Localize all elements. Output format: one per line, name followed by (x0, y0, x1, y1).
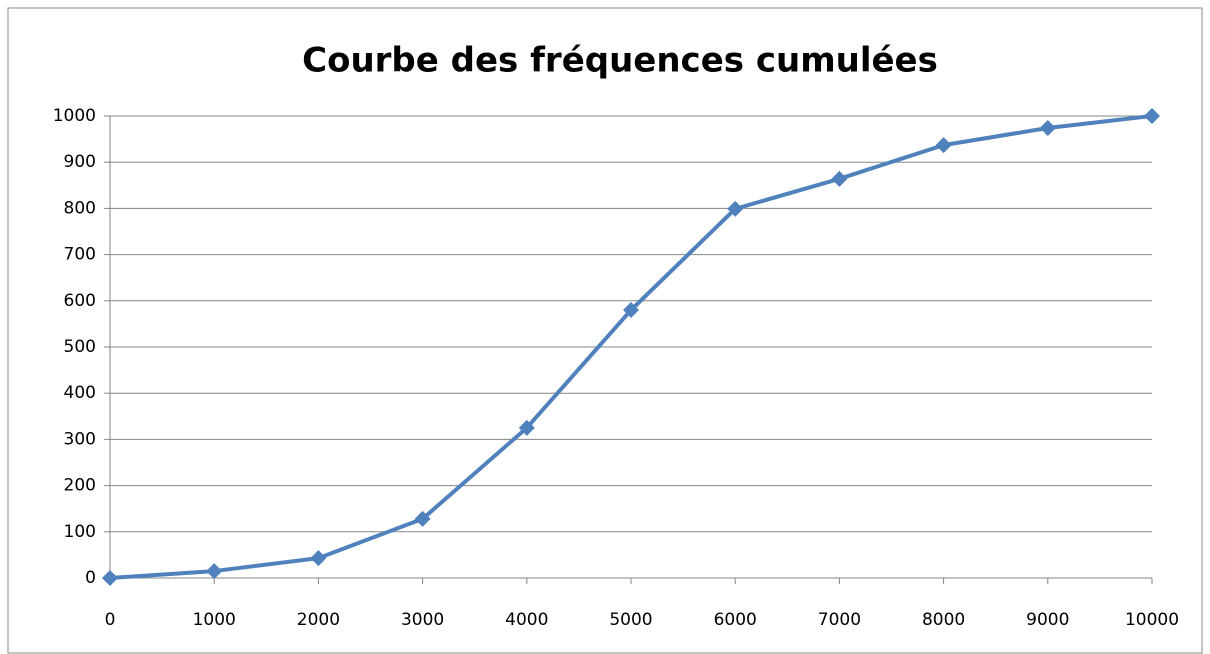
x-tick-label: 9000 (1026, 610, 1069, 630)
y-tick-label: 300 (64, 429, 96, 449)
point-marker (831, 170, 848, 187)
point-marker (414, 510, 431, 527)
x-tick-label: 4000 (505, 610, 548, 630)
x-tick-label: 6000 (714, 610, 757, 630)
y-tick-label: 200 (64, 476, 96, 496)
y-tick-label: 400 (64, 383, 96, 403)
x-tick-label: 7000 (818, 610, 861, 630)
x-tick-label: 1000 (193, 610, 236, 630)
y-tick-label: 700 (64, 245, 96, 265)
point-marker (310, 550, 327, 567)
x-tick-label: 5000 (609, 610, 652, 630)
y-tick-label: 1000 (53, 106, 96, 126)
point-marker (935, 137, 952, 154)
chart-title: Courbe des fréquences cumulées (302, 41, 938, 81)
x-tick-label: 2000 (297, 610, 340, 630)
x-tick-label: 8000 (922, 610, 965, 630)
y-tick-label: 500 (64, 337, 96, 357)
point-marker (518, 419, 535, 436)
y-tick-label: 600 (64, 291, 96, 311)
point-marker (102, 570, 118, 586)
y-tick-label: 900 (64, 152, 96, 172)
point-marker (623, 302, 639, 319)
x-tick-label: 10000 (1125, 610, 1179, 630)
x-tick-label: 3000 (401, 610, 444, 630)
point-marker (1039, 120, 1056, 137)
point-marker (727, 200, 744, 217)
y-tick-label: 0 (85, 568, 96, 588)
point-marker (206, 563, 223, 580)
y-tick-label: 100 (64, 522, 96, 542)
y-tick-label: 800 (64, 198, 96, 218)
point-marker (1144, 108, 1160, 124)
chart-frame (7, 7, 1203, 654)
x-tick-label: 0 (105, 610, 116, 630)
